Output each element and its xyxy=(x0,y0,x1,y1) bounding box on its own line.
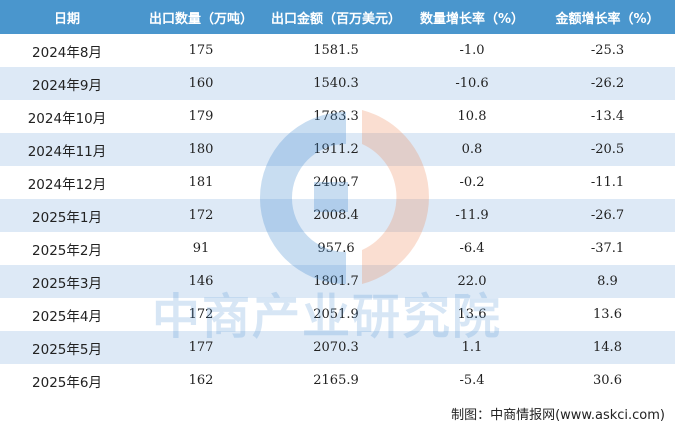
table-row: 2025年6月 162 2165.9 -5.4 30.6 xyxy=(0,364,675,397)
cell-value-growth: -37.1 xyxy=(590,241,625,256)
cell-date: 2024年10月 xyxy=(27,110,107,127)
cell-value-growth: 30.6 xyxy=(593,373,622,388)
cell-value-growth: 8.9 xyxy=(597,274,618,289)
cell-quantity: 177 xyxy=(188,340,214,355)
cell-value: 1581.5 xyxy=(313,43,359,58)
table-header-row: 日期 出口数量（万吨） 出口金额（百万美元） 数量增长率（%） 金额增长率（%） xyxy=(0,0,675,34)
cell-date: 2025年4月 xyxy=(32,308,102,325)
cell-date: 2025年5月 xyxy=(32,341,102,358)
cell-date: 2025年3月 xyxy=(32,275,102,292)
cell-date: 2025年6月 xyxy=(32,374,102,391)
table-row: 2024年8月 175 1581.5 -1.0 -25.3 xyxy=(0,34,675,67)
cell-date: 2024年8月 xyxy=(32,44,102,61)
header-date: 日期 xyxy=(53,11,80,27)
table-row: 2025年3月 146 1801.7 22.0 8.9 xyxy=(0,265,675,298)
cell-date: 2024年11月 xyxy=(27,143,107,160)
cell-quantity-growth: -10.6 xyxy=(455,76,489,91)
cell-date: 2025年2月 xyxy=(32,242,102,259)
table-row: 2024年12月 181 2409.7 -0.2 -11.1 xyxy=(0,166,675,199)
cell-value-growth: 14.8 xyxy=(593,340,622,355)
export-data-table: 日期 出口数量（万吨） 出口金额（百万美元） 数量增长率（%） 金额增长率（%）… xyxy=(0,0,675,397)
header-quantity-growth: 数量增长率（%） xyxy=(419,11,525,27)
cell-quantity-growth: -0.2 xyxy=(459,175,485,190)
cell-quantity-growth: 22.0 xyxy=(457,274,487,289)
cell-value: 2070.3 xyxy=(313,340,359,355)
cell-quantity-growth: 1.1 xyxy=(461,340,483,355)
cell-quantity: 172 xyxy=(188,307,214,322)
table-row: 2025年2月 91 957.6 -6.4 -37.1 xyxy=(0,232,675,265)
cell-quantity-growth: -5.4 xyxy=(459,373,485,388)
cell-value: 2008.4 xyxy=(313,208,359,223)
cell-value: 1783.3 xyxy=(313,109,359,124)
header-export-quantity: 出口数量（万吨） xyxy=(148,11,253,27)
cell-value-growth: -26.2 xyxy=(590,76,625,91)
cell-quantity: 91 xyxy=(192,241,210,256)
cell-quantity: 175 xyxy=(188,43,214,58)
cell-value-growth: -26.7 xyxy=(590,208,625,223)
cell-quantity: 172 xyxy=(188,208,214,223)
cell-date: 2024年9月 xyxy=(32,77,102,94)
table-row: 2024年11月 180 1911.2 0.8 -20.5 xyxy=(0,133,675,166)
source-credit: 制图：中商情报网(www.askci.com) xyxy=(451,408,665,423)
table-row: 2025年4月 172 2051.9 13.6 13.6 xyxy=(0,298,675,331)
cell-quantity: 146 xyxy=(188,274,214,289)
cell-quantity-growth: -11.9 xyxy=(455,208,489,223)
cell-value-growth: -25.3 xyxy=(590,43,625,58)
table-row: 2025年1月 172 2008.4 -11.9 -26.7 xyxy=(0,199,675,232)
header-export-value: 出口金额（百万美元） xyxy=(270,11,401,27)
cell-quantity: 160 xyxy=(188,76,214,91)
cell-value-growth: -13.4 xyxy=(590,109,625,124)
cell-date: 2025年1月 xyxy=(32,209,102,226)
cell-value-growth: 13.6 xyxy=(593,307,622,322)
cell-value: 1540.3 xyxy=(313,76,359,91)
cell-value: 2409.7 xyxy=(313,175,359,190)
cell-quantity-growth: -1.0 xyxy=(459,43,485,58)
cell-quantity: 180 xyxy=(188,142,214,157)
cell-value: 2165.9 xyxy=(313,373,359,388)
cell-quantity-growth: 10.8 xyxy=(457,109,487,124)
cell-quantity: 162 xyxy=(188,373,214,388)
cell-date: 2024年12月 xyxy=(27,176,107,193)
header-value-growth: 金额增长率（%） xyxy=(555,11,660,27)
cell-quantity-growth: 13.6 xyxy=(457,307,487,322)
table-row: 2025年5月 177 2070.3 1.1 14.8 xyxy=(0,331,675,364)
cell-value: 1801.7 xyxy=(313,274,359,289)
cell-value-growth: -11.1 xyxy=(590,175,625,190)
table-row: 2024年9月 160 1540.3 -10.6 -26.2 xyxy=(0,67,675,100)
cell-quantity-growth: 0.8 xyxy=(461,142,483,157)
cell-value: 2051.9 xyxy=(313,307,359,322)
cell-quantity: 179 xyxy=(188,109,214,124)
table-row: 2024年10月 179 1783.3 10.8 -13.4 xyxy=(0,100,675,133)
cell-value: 957.6 xyxy=(317,241,355,256)
cell-value: 1911.2 xyxy=(313,142,359,157)
cell-quantity: 181 xyxy=(188,175,214,190)
cell-quantity-growth: -6.4 xyxy=(459,241,485,256)
cell-value-growth: -20.5 xyxy=(590,142,625,157)
